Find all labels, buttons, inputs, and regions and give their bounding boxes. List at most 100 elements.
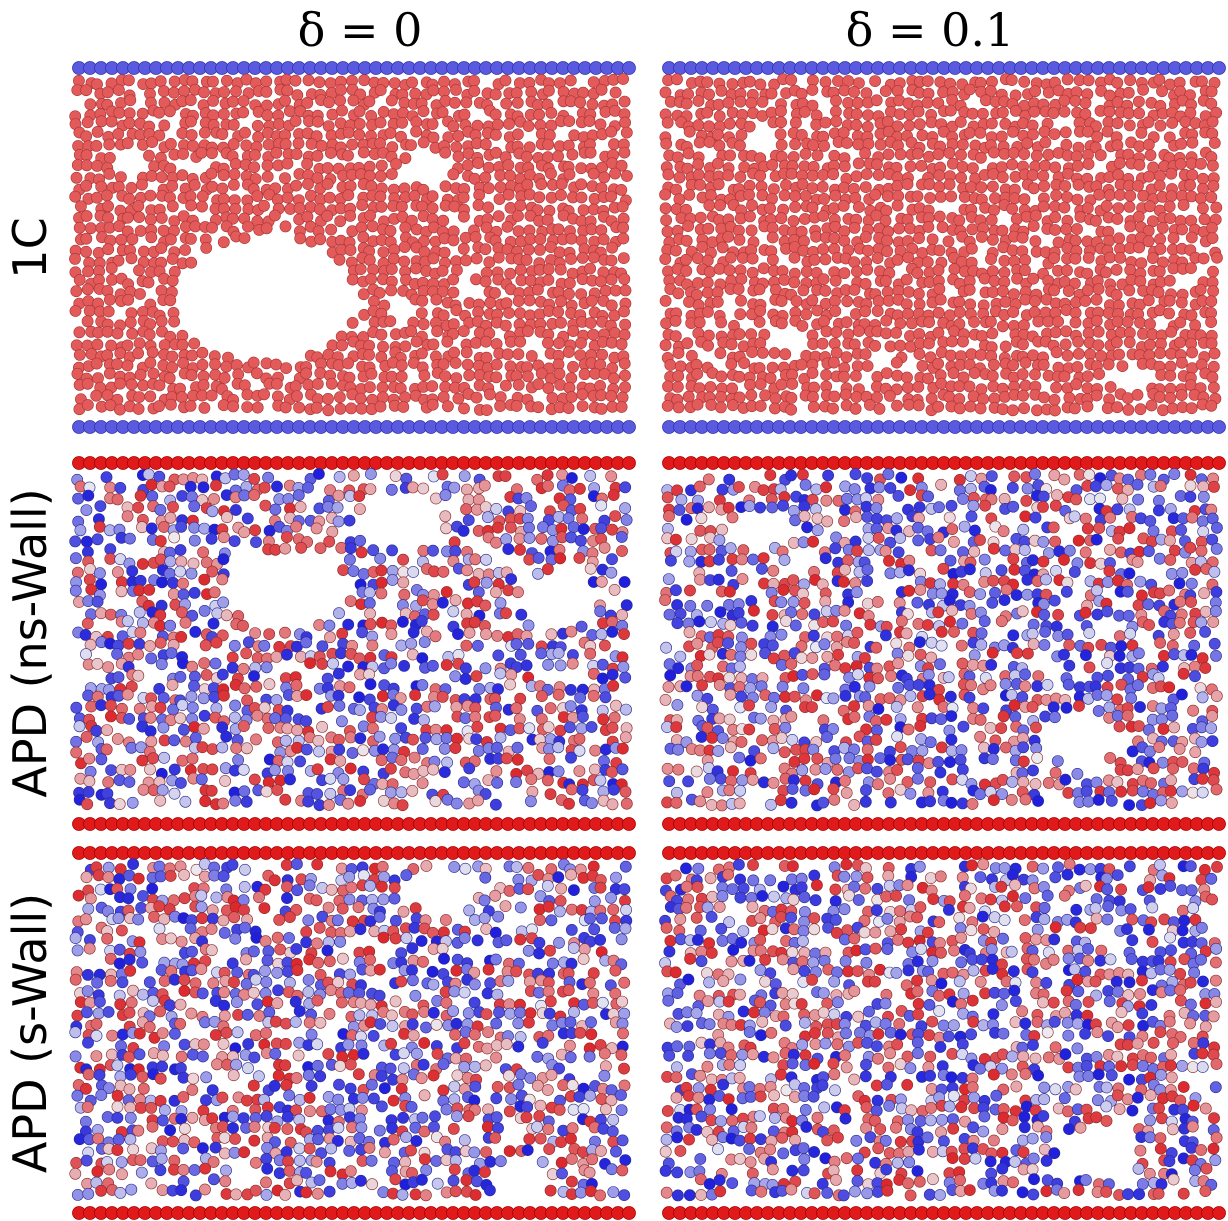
particle [499,319,512,332]
particle [144,763,156,776]
particle [377,106,390,118]
particle [505,573,517,585]
particle [662,168,675,181]
particle [468,616,481,629]
particle [565,684,577,696]
particle [790,295,803,307]
particle [859,147,871,160]
particle [968,367,981,379]
particle [1124,189,1137,202]
particle [958,520,971,533]
particle [334,84,347,96]
particle [1103,189,1116,202]
particle [1051,489,1063,502]
particle [375,564,388,577]
particle [1037,170,1050,182]
particle [584,469,597,482]
particle [1156,221,1169,234]
particle [958,191,971,203]
particle [1049,211,1061,224]
particle [765,87,778,100]
particle [512,348,525,361]
particle [346,747,359,759]
particle [157,692,170,704]
particle [1111,76,1124,89]
particle [336,627,349,640]
particle [385,94,398,107]
particle [1102,358,1115,371]
particle [90,357,103,370]
particle [722,96,735,109]
particle-panel [69,456,636,831]
particle [913,501,926,514]
particle [996,403,1009,416]
particle [609,510,622,522]
particle [300,367,313,380]
particle [302,481,314,494]
particle [1005,74,1018,86]
particle [756,346,769,359]
particle [701,106,714,119]
particle [206,180,219,193]
particle [1061,73,1074,86]
particle [871,252,884,264]
particle [155,658,168,671]
particle [133,264,145,277]
particle [196,190,209,203]
particle [532,283,544,296]
particle [713,110,726,123]
particle [1021,482,1034,495]
particle [769,392,782,405]
particle [800,265,813,278]
particle [427,544,439,557]
particle [870,94,883,107]
particle [492,251,505,264]
particle [608,138,620,151]
particle [1205,399,1218,412]
particle [673,504,686,516]
particle [968,545,981,558]
particle [605,566,618,579]
particle [829,542,842,555]
particle [121,615,134,627]
particle [1132,210,1145,223]
particle [576,400,589,412]
particle [416,594,429,607]
particle [954,306,966,319]
particle [347,565,360,577]
particle [618,628,630,640]
particle [480,576,493,589]
particle [440,586,453,598]
particle [1049,404,1061,417]
particle [261,159,274,172]
particle [616,742,629,755]
particle [933,181,946,193]
particle [460,96,473,109]
particle [337,564,350,576]
particle [111,358,123,371]
particle [167,86,180,99]
particle [575,178,588,191]
particle [872,169,885,181]
particle [1061,349,1074,362]
particle [111,327,124,340]
particle [1081,400,1094,413]
particle [439,370,452,382]
particle [1194,283,1207,296]
particle [895,471,908,484]
particle [1093,522,1106,534]
particle [375,576,388,589]
particle [322,392,334,405]
particle [759,389,771,402]
particle [1166,117,1179,129]
particle [395,370,408,383]
particle [395,754,408,766]
particle [505,668,518,681]
particle [1007,404,1019,417]
particle [427,84,440,97]
particle [922,221,935,233]
panels [69,61,1226,1220]
particle [724,542,737,555]
particle [512,586,524,599]
particle [399,340,412,353]
